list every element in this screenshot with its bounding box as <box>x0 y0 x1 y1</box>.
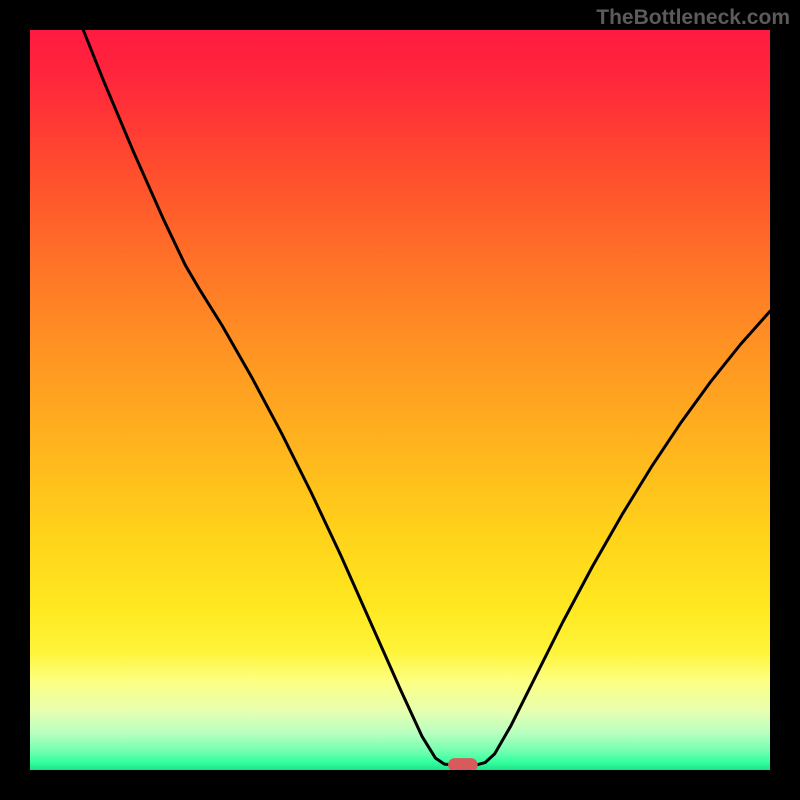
plot-area <box>30 30 770 770</box>
plot-svg <box>30 30 770 770</box>
minimum-marker <box>448 758 478 770</box>
gradient-background <box>30 30 770 770</box>
attribution-text: TheBottleneck.com <box>596 6 790 30</box>
chart-container: TheBottleneck.com <box>0 0 800 800</box>
